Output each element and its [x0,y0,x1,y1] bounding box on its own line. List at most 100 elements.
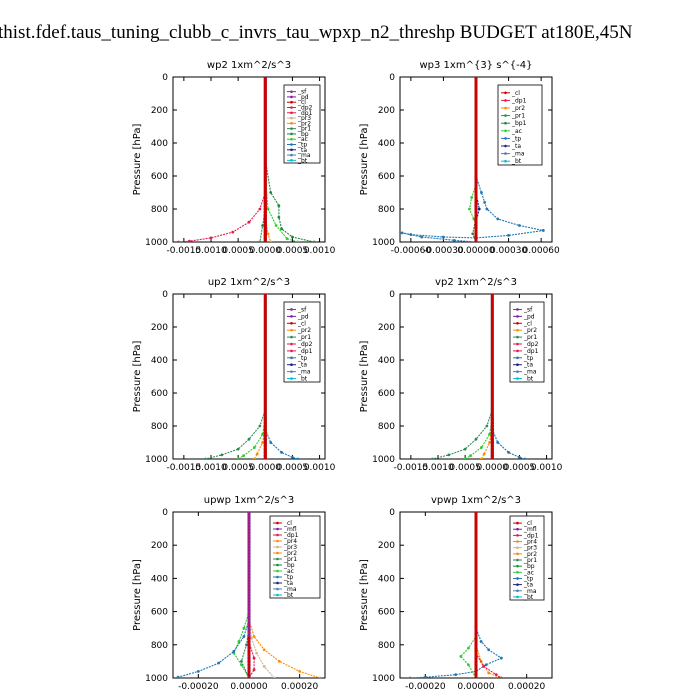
legend-marker [504,159,507,163]
legend-marker [504,137,507,140]
legend-label: _bp [523,563,535,570]
series-group [431,294,527,459]
legend-label: _dp1 [523,532,539,539]
legend-marker [290,90,293,93]
legend-marker [290,308,293,311]
series-point [291,235,294,239]
series-point [480,446,483,449]
legend: _sf_pd_cl_pr2_pr1_dp2_dp1_tp_ta_ma_bt [283,301,321,383]
series-point [252,635,256,638]
legend-label: _bt [297,157,308,164]
legend-marker [516,321,519,325]
series-group [204,294,300,459]
series-point [263,230,267,234]
legend-label: _tp [523,575,533,582]
y-tick-label: 400 [378,356,395,366]
series-point [474,673,478,677]
x-tick-label: 0.00020 [508,682,545,692]
legend-marker [516,564,519,568]
series-point [474,646,478,650]
series-point [474,77,478,79]
series-point [420,235,424,239]
y-tick-label: 1000 [372,455,395,465]
series-point [263,447,267,451]
y-tick-label: 200 [378,541,395,551]
y-tick-label: 1000 [372,674,395,684]
legend-box [283,301,321,383]
legend-marker [290,143,293,146]
series-point [541,229,545,232]
legend-label: _tp [297,355,307,362]
legend: _cl_mfl_dp1_pr4_pr3_pr2_pr1_bp_ac_tp_ta_… [269,515,321,599]
legend-marker [276,527,279,531]
series-point [253,457,256,459]
legend-label: _mfl [523,526,537,533]
legend-label: _pr3 [297,115,311,122]
legend-label: _pr3 [283,544,297,551]
legend-marker [290,356,293,360]
y-tick-label: 800 [151,422,168,432]
series-point [242,635,246,638]
series-point [474,217,478,221]
legend-label: _pd [297,313,309,320]
series-point [247,659,251,664]
legend-label: _pr2 [511,105,525,112]
series-group [408,512,503,678]
legend-label: _ma [523,369,537,376]
legend-label: _ac [297,136,308,143]
legend-label: _sf [297,306,307,313]
panel-title: vpwp 1xm^2/s^3 [431,495,521,506]
legend-marker [516,558,519,562]
series-point [490,421,494,425]
series-point [474,204,478,208]
series-point [474,663,478,667]
legend-label: _bt [297,376,308,383]
series-point [247,663,251,667]
legend-label: _pr2 [297,327,311,334]
series-point [232,650,236,653]
legend-label: _pr4 [523,539,537,546]
series-point [255,452,259,456]
x-tick-label: 0.0010 [195,463,227,473]
legend-label: _bt [511,158,522,165]
y-tick-label: 800 [378,422,395,432]
x-tick-label: 0.0010 [304,463,336,473]
series-line-tp [410,512,503,678]
series-point [490,431,494,435]
series-point [247,656,251,660]
panel-title: wp2 1xm^2/s^3 [207,60,291,71]
legend-marker [516,349,519,353]
series-point [474,207,478,211]
series-point [442,235,445,239]
series-point [263,427,267,431]
series-point [468,207,471,211]
series-point [262,648,266,652]
legend-marker [276,545,279,549]
y-axis-label: Pressure [hPa] [132,341,143,413]
series-point [269,441,273,444]
legend-marker [516,370,519,373]
series-point [454,673,458,677]
series-point [474,649,478,654]
series-point [274,224,278,227]
series-point [263,210,267,214]
legend-marker [516,546,519,549]
series-point [474,223,478,228]
series-point [247,643,251,647]
y-axis-label: Pressure [hPa] [359,124,370,196]
series-point [263,457,267,459]
legend-marker [504,152,507,155]
x-tick-label: -0.00030 [423,246,464,256]
y-tick-label: 200 [378,106,395,116]
series-point [247,649,251,654]
legend-marker [516,521,519,525]
legend-marker [516,377,519,380]
y-tick-label: 0 [389,290,395,300]
series-point [261,224,264,227]
legend-marker [516,540,519,543]
series-point [242,626,246,630]
series-point [477,207,481,211]
y-tick-label: 400 [151,356,168,366]
x-tick-label: -0.00020 [178,682,219,692]
series-point [490,444,494,448]
